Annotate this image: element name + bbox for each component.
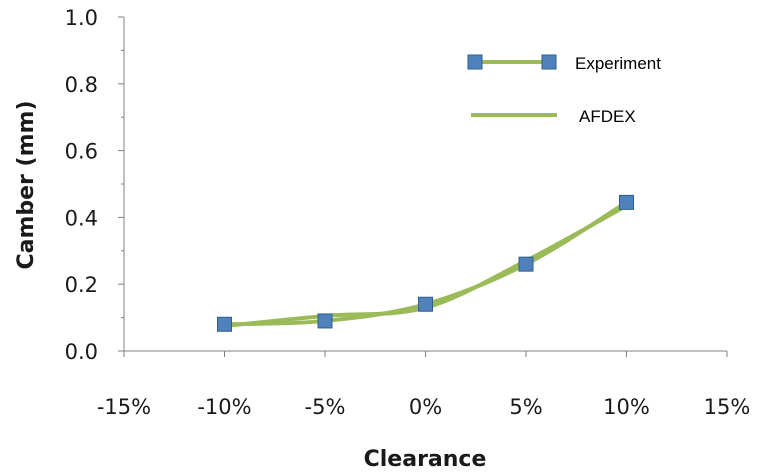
experiment-point [317,313,333,329]
y-tick-label: 0.4 [65,206,98,230]
legend-experiment-marker-left [467,54,483,70]
x-tick-label: 10% [603,395,650,419]
y-tick-label: 0.0 [65,340,98,364]
y-tick-label: 0.6 [65,140,98,164]
legend-afdex-label: AFDEX [579,107,636,126]
experiment-point [619,194,634,210]
experiment-point [217,316,232,332]
x-tick-label: -15% [97,395,151,419]
x-tick-label: 0% [409,395,442,419]
experiment-point [418,296,433,312]
x-tick-label: 5% [509,395,542,419]
x-ticks: -15% -10% -5% 0% 5% 10% 15% [97,351,750,419]
legend: Experiment AFDEX [467,54,661,126]
x-tick-label: -5% [305,395,346,419]
y-ticks: 0.0 0.2 0.4 0.6 0.8 1.0 [65,6,124,364]
series-layer [217,194,634,332]
y-axis-title: Camber (mm) [14,100,39,269]
x-tick-label: -10% [197,395,251,419]
experiment-point [518,256,534,272]
x-tick-label: 15% [704,395,751,419]
y-tick-label: 1.0 [65,6,98,30]
legend-experiment-marker-right [541,54,557,70]
legend-experiment-label: Experiment [575,54,661,73]
y-tick-label: 0.2 [65,273,98,297]
y-tick-label: 0.8 [65,73,98,97]
x-axis-title: Clearance [364,447,487,472]
